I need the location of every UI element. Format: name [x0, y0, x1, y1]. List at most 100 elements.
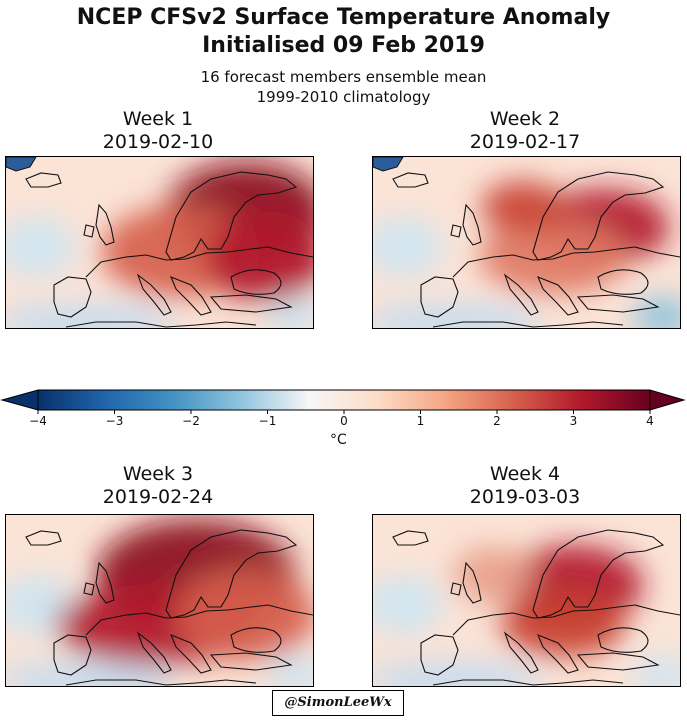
colorbar-svg — [0, 389, 686, 414]
figure-subtitle-line2: 1999-2010 climatology — [256, 88, 431, 106]
coastline-british-isles — [95, 561, 115, 604]
coastline — [85, 604, 313, 636]
map-week-1-svg — [6, 157, 313, 328]
anomaly-field — [373, 181, 680, 328]
map-panel-week-2 — [372, 156, 681, 329]
coastline — [136, 631, 172, 674]
coastline — [536, 634, 579, 674]
coastline — [597, 627, 649, 653]
coastline — [209, 294, 293, 313]
anomaly-field — [373, 545, 680, 686]
coastline-british-isles — [462, 561, 482, 604]
cool-anomaly-east — [633, 655, 680, 686]
colorbar-tick-label: 0 — [340, 414, 348, 428]
cool-anomaly-east — [266, 655, 313, 686]
panel-week-1-date: 2019-02-10 — [102, 131, 214, 153]
coastline — [576, 652, 660, 671]
colorbar-tick-label: −3 — [105, 414, 124, 428]
coastlines — [392, 529, 680, 686]
warm-anomaly-core — [176, 569, 313, 661]
coastline — [532, 171, 665, 261]
warm-anomaly-core — [479, 219, 627, 295]
coastline-iceland — [392, 530, 429, 546]
coastline-british-isles — [450, 582, 462, 596]
anomaly-field — [6, 519, 313, 686]
coastline-iceland — [25, 530, 62, 546]
panel-week-3-date: 2019-02-24 — [102, 486, 214, 508]
coastline — [165, 529, 298, 619]
panel-week-2-date: 2019-02-17 — [469, 131, 581, 153]
coastlines — [25, 529, 313, 686]
colorbar-tick-label: 1 — [416, 414, 425, 428]
figure-title-line2: Initialised 09 Feb 2019 — [202, 33, 485, 58]
coastline — [532, 529, 665, 619]
coastline — [503, 631, 539, 674]
map-week-4-svg — [373, 515, 680, 686]
coastline — [576, 294, 660, 313]
author-credit: @SimonLeeWx — [272, 690, 404, 716]
coastline — [536, 276, 579, 316]
cool-anomaly-east — [633, 297, 680, 328]
panel-week-2-label: Week 2 — [489, 108, 561, 130]
coastline — [503, 273, 539, 316]
colorbar-extend-max — [649, 389, 686, 411]
anomaly-field — [6, 161, 313, 328]
coastline — [452, 246, 680, 278]
colorbar-tick-label: −4 — [29, 414, 47, 428]
coastline — [452, 604, 680, 636]
coastline — [169, 276, 212, 316]
panel-week-4-date: 2019-03-03 — [469, 486, 581, 508]
map-panel-week-1 — [5, 156, 314, 329]
cool-anomaly-atlantic — [6, 217, 76, 277]
warm-anomaly-core — [453, 546, 533, 604]
coastline — [432, 679, 624, 686]
coastline — [597, 269, 649, 295]
figure-subtitle-line1: 16 forecast members ensemble mean — [200, 68, 487, 86]
coastline-british-isles — [95, 203, 115, 246]
coastline — [65, 321, 257, 328]
coastline — [165, 171, 298, 261]
coastline-british-isles — [83, 582, 95, 596]
cool-anomaly-atlantic — [373, 217, 443, 277]
colorbar-tick-label: 2 — [493, 414, 501, 428]
coastline — [53, 276, 92, 318]
warm-anomaly-core — [206, 211, 313, 303]
coastline-iceland — [392, 172, 429, 188]
colorbar-tick-label: 3 — [569, 414, 578, 428]
panel-week-3-label: Week 3 — [122, 463, 194, 485]
panel-week-4-label: Week 4 — [489, 463, 561, 485]
coastline — [85, 246, 313, 278]
colorbar-gradient — [37, 389, 651, 411]
colorbar-tick-label: −2 — [182, 414, 200, 428]
coastline — [432, 321, 624, 328]
coastline-british-isles — [450, 224, 462, 238]
coastline — [420, 276, 459, 318]
greenland-corner — [373, 157, 404, 172]
cool-anomaly-east — [266, 297, 313, 328]
map-week-2-svg — [373, 157, 680, 328]
greenland-corner — [6, 157, 37, 172]
coastlines — [25, 171, 313, 328]
warm-anomaly-core — [481, 181, 565, 233]
panel-week-1-label: Week 1 — [122, 108, 194, 130]
coastline — [230, 269, 282, 295]
coastline — [420, 634, 459, 676]
coastline — [136, 273, 172, 316]
colorbar-tick-label: −1 — [258, 414, 277, 428]
coastline-iceland — [25, 172, 62, 188]
coastline — [65, 679, 257, 686]
coastline — [230, 627, 282, 653]
cool-anomaly-atlantic — [373, 575, 443, 635]
coastline — [53, 634, 92, 676]
map-week-3-svg — [6, 515, 313, 686]
warm-anomaly-core — [500, 592, 626, 658]
coastline-british-isles — [462, 203, 482, 246]
coastline — [169, 634, 212, 674]
figure-title-line1: NCEP CFSv2 Surface Temperature Anomaly — [76, 5, 611, 30]
map-panel-week-3 — [5, 514, 314, 687]
colorbar-unit: °C — [330, 432, 347, 448]
colorbar — [0, 385, 687, 445]
map-panel-week-4 — [372, 514, 681, 687]
colorbar-tick-label: 4 — [646, 414, 654, 428]
coastlines — [392, 171, 680, 328]
